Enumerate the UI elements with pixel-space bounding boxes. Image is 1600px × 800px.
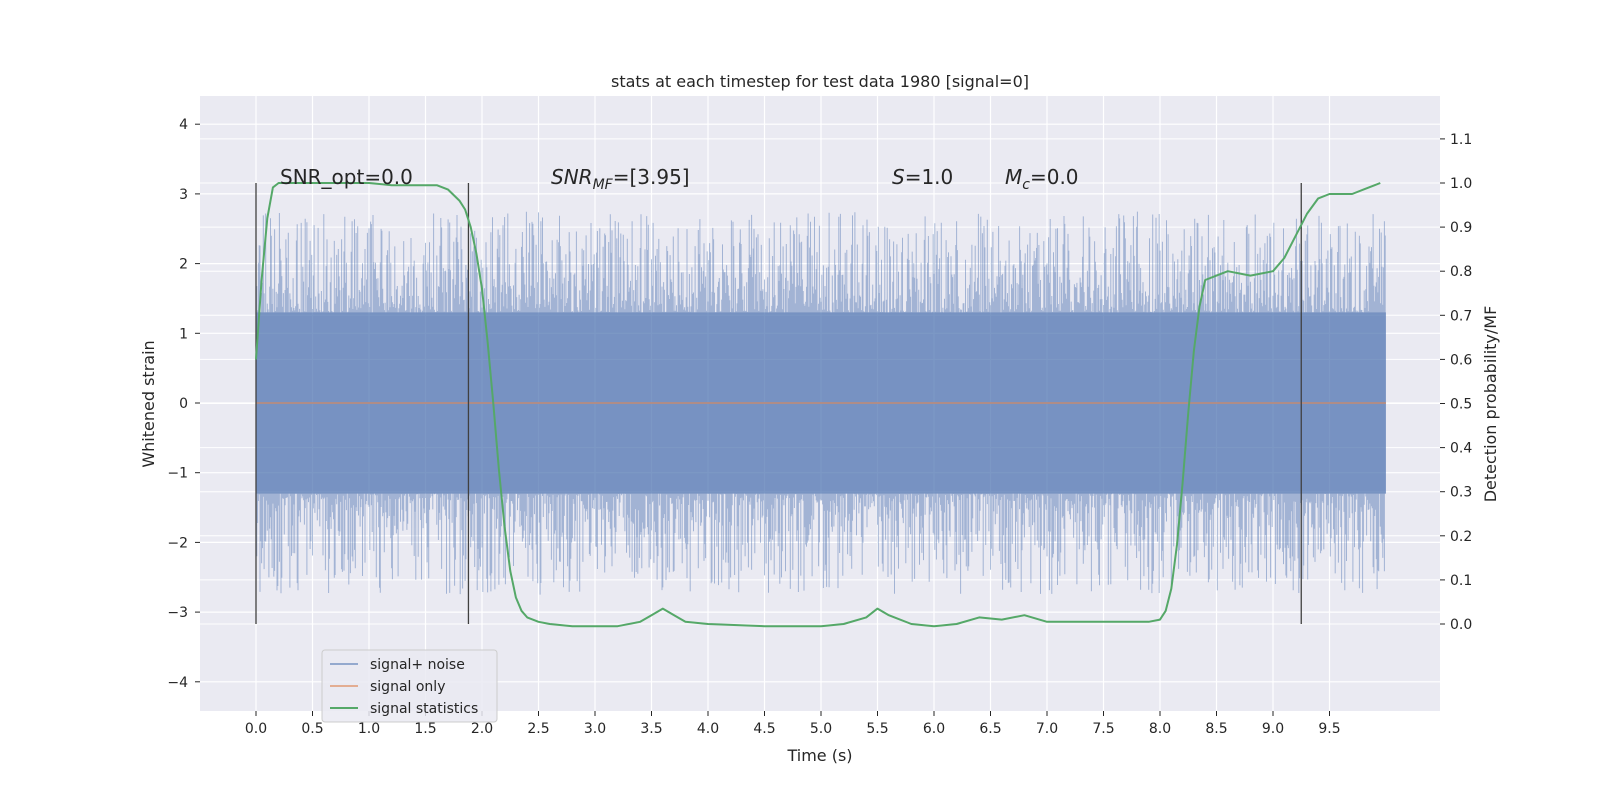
x-tick-labels: 0.0 0.5 1.0 1.5 2.0 2.5 3.0 3.5 4.0 4.5 5.0 5.5 6.0 6… bbox=[245, 711, 1341, 737]
x-tick-label: 1.0 bbox=[358, 721, 380, 737]
x-tick-label: 3.0 bbox=[584, 721, 606, 737]
legend-label-statistics: signal statistics bbox=[370, 701, 478, 717]
y-right-tick-label: 0.4 bbox=[1450, 441, 1472, 457]
x-tick-label: 7.0 bbox=[1036, 721, 1058, 737]
x-tick-label: 8.0 bbox=[1149, 721, 1171, 737]
y-right-tick-labels: 1.1 1.0 0.9 0.8 0.7 0.6 0.5 0.4 0.3 0.2 0.1 0.0 bbox=[1440, 132, 1472, 633]
y-right-tick-label: 0.3 bbox=[1450, 485, 1472, 501]
x-tick-label: 6.0 bbox=[923, 721, 945, 737]
x-tick-label: 7.5 bbox=[1092, 721, 1114, 737]
chart-title: stats at each timestep for test data 198… bbox=[611, 72, 1029, 91]
legend-label-signal-only: signal only bbox=[370, 679, 445, 695]
y-right-tick-label: 1.0 bbox=[1450, 176, 1472, 192]
legend-box bbox=[321, 649, 498, 723]
y-left-tick-label: −3 bbox=[167, 605, 188, 621]
y-left-tick-labels: 4 3 2 1 0 −1 −2 −3 −4 bbox=[167, 117, 200, 691]
x-tick-label: 9.0 bbox=[1262, 721, 1284, 737]
vertical-markers bbox=[255, 183, 1302, 624]
y-left-tick-label: 4 bbox=[179, 117, 188, 133]
x-tick-label: 6.5 bbox=[979, 721, 1001, 737]
y-right-tick-label: 0.0 bbox=[1450, 617, 1472, 633]
x-tick-label: 2.5 bbox=[527, 721, 549, 737]
signal-statistics-series bbox=[255, 182, 1381, 628]
legend-label-noise: signal+ noise bbox=[370, 657, 465, 673]
x-tick-label: 9.5 bbox=[1318, 721, 1340, 737]
x-tick-label: 4.0 bbox=[697, 721, 719, 737]
y-right-tick-label: 0.1 bbox=[1450, 573, 1472, 589]
annotation-s: S=1.0 bbox=[892, 165, 953, 189]
y-left-tick-label: −4 bbox=[167, 675, 188, 691]
x-axis-label: Time (s) bbox=[786, 746, 852, 765]
x-tick-label: 5.0 bbox=[810, 721, 832, 737]
x-tick-label: 1.5 bbox=[414, 721, 436, 737]
y-left-tick-label: 2 bbox=[179, 257, 188, 273]
y-left-tick-label: 3 bbox=[179, 187, 188, 203]
y-left-tick-label: 0 bbox=[179, 396, 188, 412]
y-left-axis-label: Whitened strain bbox=[139, 340, 158, 467]
y-right-tick-label: 0.9 bbox=[1450, 220, 1472, 236]
y-right-tick-label: 0.6 bbox=[1450, 352, 1472, 368]
x-tick-label: 8.5 bbox=[1205, 721, 1227, 737]
x-tick-label: 4.5 bbox=[753, 721, 775, 737]
y-right-tick-label: 1.1 bbox=[1450, 132, 1472, 148]
legend: signal+ noise signal only signal statist… bbox=[321, 649, 498, 723]
x-tick-label: 0.5 bbox=[301, 721, 323, 737]
y-left-tick-label: −1 bbox=[167, 466, 188, 482]
x-tick-label: 5.5 bbox=[866, 721, 888, 737]
x-tick-label: 2.0 bbox=[471, 721, 493, 737]
y-right-tick-label: 0.2 bbox=[1450, 529, 1472, 545]
statistics-line bbox=[255, 182, 1381, 628]
x-tick-label: 0.0 bbox=[245, 721, 267, 737]
x-tick-label: 3.5 bbox=[640, 721, 662, 737]
y-right-tick-label: 0.7 bbox=[1450, 308, 1472, 324]
y-right-axis-label: Detection probability/MF bbox=[1481, 306, 1500, 503]
y-left-tick-label: 1 bbox=[179, 326, 188, 342]
annotation-mc: Mc=0.0 bbox=[1005, 165, 1079, 193]
y-left-tick-label: −2 bbox=[167, 535, 188, 551]
annotation-snr-opt: SNR_opt=0.0 bbox=[280, 165, 413, 189]
y-right-tick-label: 0.5 bbox=[1450, 397, 1472, 413]
y-right-tick-label: 0.8 bbox=[1450, 264, 1472, 280]
annotation-snr-mf: SNRMF=[3.95] bbox=[551, 165, 690, 193]
